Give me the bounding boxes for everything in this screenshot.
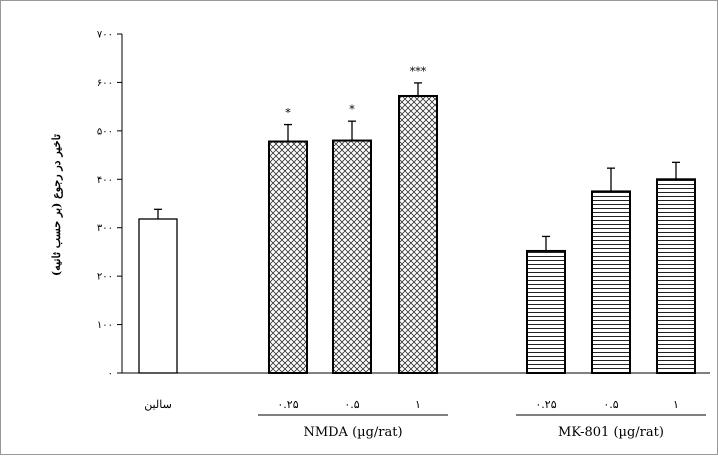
y-tick-label: ۲۰۰	[97, 272, 113, 283]
y-tick-label: ۳۰۰	[97, 223, 113, 234]
category-label: سالین	[144, 398, 172, 411]
bar	[268, 140, 308, 374]
significance-label: ***	[410, 65, 427, 78]
bar	[138, 218, 178, 374]
y-tick-label: ۴۰۰	[97, 175, 113, 186]
significance-label: *	[349, 103, 355, 116]
bar	[332, 139, 372, 374]
category-label: ۱	[415, 398, 421, 411]
category-label: ۰.۵	[603, 398, 618, 411]
group-label: NMDA (µg/rat)	[303, 425, 402, 440]
category-label: ۱	[673, 398, 679, 411]
bar	[398, 94, 438, 374]
group-label: MK-801 (µg/rat)	[558, 425, 664, 440]
bar	[526, 249, 566, 375]
category-label: ۰.۲۵	[535, 398, 556, 411]
bars-layer	[138, 82, 696, 375]
labels-layer: سالین * ۰.۲۵ * ۰.۵ *** ۱ ۰.۲۵ ۰.۵ ۱ NMDA (µg/rat) M…	[144, 65, 706, 440]
y-axis-label: تاخیر در رجوع (بر حسب ثانیه)	[50, 134, 63, 276]
bar	[591, 190, 631, 374]
category-label: ۰.۵	[344, 398, 359, 411]
y-tick-label: ۰	[108, 369, 113, 380]
bar	[656, 178, 696, 374]
y-tick-label: ۵۰۰	[97, 126, 113, 137]
significance-label: *	[285, 107, 291, 120]
y-tick-label: ۱۰۰	[97, 320, 113, 331]
y-tick-label: ۷۰۰	[97, 30, 113, 41]
y-tick-label: ۶۰۰	[97, 78, 113, 89]
category-label: ۰.۲۵	[277, 398, 298, 411]
